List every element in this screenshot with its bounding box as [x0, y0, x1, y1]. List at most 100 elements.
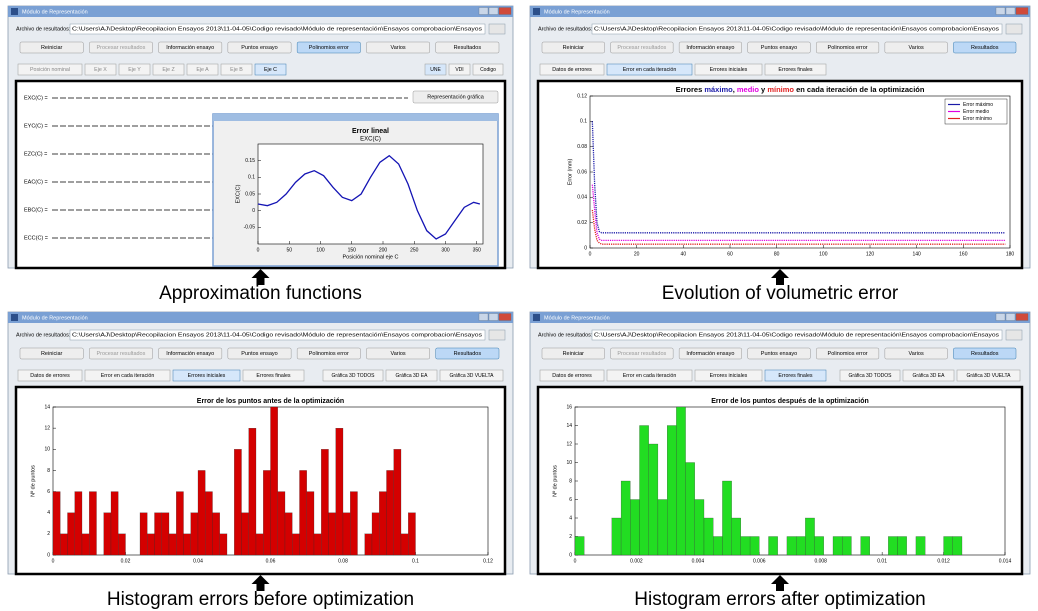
histogram-bar — [213, 513, 220, 555]
file-path: C:\Users\AJ\Desktop\Recopilacion Ensayos… — [594, 332, 1000, 338]
file-label: Archivo de resultados: — [538, 26, 593, 32]
x-tick-label: 0 — [52, 558, 55, 564]
histogram-bar — [82, 534, 89, 555]
minimize-button[interactable] — [996, 314, 1005, 321]
app-icon — [533, 8, 540, 15]
histogram-bar — [713, 537, 722, 556]
histogram-bar — [220, 534, 227, 555]
toolbar-button-label: Puntos ensayo — [761, 351, 797, 357]
x-tick-label: 0 — [589, 251, 592, 257]
browse-button[interactable] — [489, 330, 505, 340]
histogram-bar — [292, 534, 299, 555]
chart-title: Error de los puntos después de la optimi… — [711, 398, 869, 405]
x-tick-label: 0.006 — [753, 558, 766, 564]
x-axis-label: Posición nominal eje C — [343, 254, 399, 260]
x-tick-label: 0.08 — [338, 558, 348, 564]
y-tick-label: 0.1 — [580, 119, 587, 125]
y-tick-label: 0 — [584, 245, 587, 251]
tab-label: Eje X — [94, 67, 107, 73]
app-icon — [533, 314, 540, 321]
y-tick-label: 0.05 — [245, 191, 255, 197]
toolbar-button-label: Reiniciar — [563, 45, 585, 51]
histogram-bar — [365, 534, 372, 555]
histogram-bar — [394, 449, 401, 555]
y-tick-label: 10 — [44, 447, 50, 453]
caption: Approximation functions — [159, 283, 362, 304]
histogram-bar — [732, 518, 741, 555]
toolbar-button-label: Resultados — [454, 351, 482, 357]
tab-label: Gráfica 3D VUELTA — [450, 373, 495, 379]
toolbar-button-label: Polinomios error — [309, 45, 349, 51]
toolbar-button-label: Varios — [909, 351, 924, 357]
chart-title: Errores máximo, medio y mínimo en cada i… — [676, 85, 925, 94]
x-tick-label: 0.008 — [814, 558, 827, 564]
tab-label: Error en cada iteración — [101, 373, 155, 379]
chart-subtitle: EXC(C) — [360, 137, 381, 143]
close-button[interactable] — [499, 8, 511, 15]
histogram-bar — [285, 513, 292, 555]
x-tick-label: 0.01 — [877, 558, 887, 564]
histogram-bar — [722, 481, 731, 555]
y-tick-label: 6 — [569, 497, 572, 503]
toolbar-button-label: Información ensayo — [686, 45, 734, 51]
x-tick-label: 0.012 — [937, 558, 950, 564]
popup-title-bar — [213, 114, 498, 121]
tab-label: Gráfica 3D EA — [396, 373, 429, 379]
maximize-button[interactable] — [1006, 314, 1015, 321]
histogram-bar — [379, 492, 386, 555]
maximize-button[interactable] — [1006, 8, 1015, 15]
histogram-bar — [147, 534, 154, 555]
histogram-bar — [176, 492, 183, 555]
histogram-bar — [169, 534, 176, 555]
minimize-button[interactable] — [996, 8, 1005, 15]
legend-label: Error medio — [963, 109, 989, 115]
caption: Histogram errors before optimization — [107, 589, 414, 610]
window-title: Módulo de Representación — [22, 9, 88, 15]
tab-label: Gráfica 3D TODOS — [849, 373, 893, 379]
file-path: C:\Users\AJ\Desktop\Recopilacion Ensayos… — [72, 332, 483, 338]
minimize-button[interactable] — [479, 8, 488, 15]
toolbar-button-label: Varios — [390, 351, 405, 357]
maximize-button[interactable] — [489, 8, 498, 15]
x-tick-label: 0.04 — [193, 558, 203, 564]
toolbar-button-label: Varios — [909, 45, 924, 51]
y-tick-label: 4 — [47, 510, 50, 516]
browse-button[interactable] — [489, 24, 505, 34]
tab-label: Gráfica 3D EA — [913, 373, 946, 379]
y-tick-label: 0 — [569, 552, 572, 558]
histogram-bar — [300, 470, 307, 555]
toolbar-button-label: Resultados — [971, 351, 999, 357]
histogram-bar — [271, 407, 278, 555]
x-tick-label: 50 — [286, 247, 292, 253]
histogram-bar — [184, 534, 191, 555]
maximize-button[interactable] — [489, 314, 498, 321]
histogram-bar — [686, 463, 695, 556]
close-button[interactable] — [1016, 314, 1028, 321]
file-label: Archivo de resultados: — [538, 332, 593, 338]
x-tick-label: 300 — [441, 247, 450, 253]
histogram-bar — [861, 537, 870, 556]
browse-button[interactable] — [1006, 330, 1022, 340]
toolbar-button-label: Información ensayo — [686, 351, 734, 357]
y-tick-label: 0 — [252, 208, 255, 214]
histogram-bar — [796, 537, 805, 556]
histogram-bar — [321, 449, 328, 555]
histogram-bar — [408, 513, 415, 555]
toolbar-button-label: Puntos ensayo — [241, 45, 277, 51]
y-tick-label: 14 — [44, 404, 50, 410]
minimize-button[interactable] — [479, 314, 488, 321]
window-title: Módulo de Representación — [544, 9, 610, 15]
browse-button[interactable] — [1006, 24, 1022, 34]
histogram-bar — [162, 513, 169, 555]
close-button[interactable] — [1016, 8, 1028, 15]
legend-label: Error máximo — [963, 102, 993, 108]
histogram-bar — [329, 513, 336, 555]
y-tick-label: 12 — [566, 441, 572, 447]
y-axis-label: EXC(C) — [235, 184, 241, 203]
histogram-bar — [372, 513, 379, 555]
histogram-bar — [75, 492, 82, 555]
x-tick-label: 0 — [574, 558, 577, 564]
close-button[interactable] — [499, 314, 511, 321]
window-title: Módulo de Representación — [22, 315, 88, 321]
tab-label: Errores iniciales — [188, 373, 226, 379]
